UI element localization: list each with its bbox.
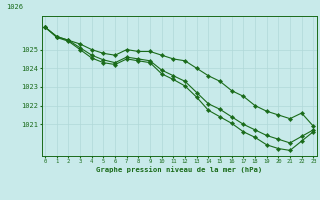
Text: 1026: 1026 <box>6 4 23 10</box>
X-axis label: Graphe pression niveau de la mer (hPa): Graphe pression niveau de la mer (hPa) <box>96 166 262 173</box>
